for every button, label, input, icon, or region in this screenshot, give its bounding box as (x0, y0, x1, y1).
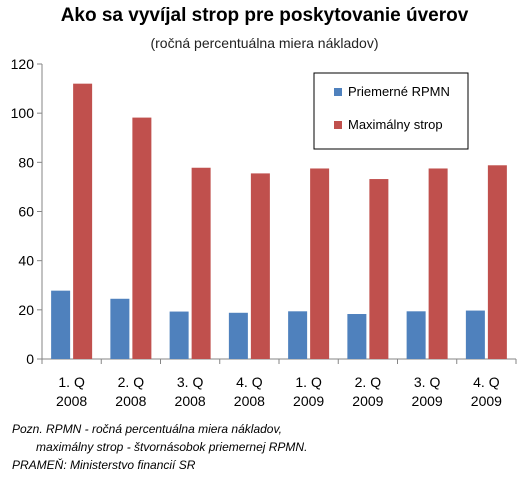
y-tick-label: 40 (18, 253, 34, 269)
bar-priemerne-rpmn (288, 311, 308, 359)
bar-priemerne-rpmn (228, 312, 248, 359)
bar-priemerne-rpmn (406, 311, 426, 359)
x-tick-label: 3. Q 2009 (412, 374, 443, 409)
bars (51, 83, 507, 360)
bar-maximalny-strop (132, 117, 152, 359)
bar-maximalny-strop (428, 168, 448, 359)
y-tick-label: 0 (26, 351, 34, 367)
chart-title: Ako sa vyvíjal strop pre poskytovanie úv… (60, 5, 469, 26)
bar-maximalny-strop (250, 173, 270, 359)
legend-swatch (334, 121, 342, 129)
x-tick-label: 2. Q 2008 (115, 374, 146, 409)
chart-subtitle: (ročná percentuálna miera nákladov) (150, 35, 379, 51)
x-axis: 1. Q 2008 2. Q 2008 3. Q 2008 4. Q 2008 1. Q 2009… (41, 358, 517, 409)
bar-maximalny-strop (310, 168, 330, 359)
bar-chart: 0 20 40 60 80 100 120 1. Q 2008 2. Q 2008 3. Q 2008… (11, 56, 517, 409)
legend-box (313, 72, 469, 150)
y-tick-label: 80 (18, 154, 34, 170)
chart-notes: Pozn. RPMN - ročná percentuálna miera ná… (12, 420, 307, 474)
bar-maximalny-strop (73, 83, 93, 360)
legend-label: Priemerné RPMN (348, 84, 450, 99)
x-tick-label: 1. Q 2008 (56, 374, 87, 409)
legend-swatch (334, 88, 342, 96)
bar-maximalny-strop (369, 179, 389, 359)
bar-priemerne-rpmn (110, 298, 130, 359)
bar-priemerne-rpmn (51, 290, 71, 359)
y-tick-label: 20 (18, 302, 34, 318)
bar-priemerne-rpmn (169, 311, 189, 359)
x-tick-label: 4. Q 2008 (234, 374, 265, 409)
legend-label: Maximálny strop (348, 117, 443, 132)
note-line-2: maximálny strop - štvornásobok priemerne… (36, 440, 308, 454)
y-tick-label: 120 (11, 56, 35, 72)
x-tick-label: 1. Q 2009 (293, 374, 324, 409)
note-line-1: Pozn. RPMN - ročná percentuálna miera ná… (12, 422, 282, 436)
bar-maximalny-strop (487, 165, 507, 359)
y-axis: 0 20 40 60 80 100 120 (11, 56, 43, 367)
legend: Priemerné RPMN Maximálny strop (313, 72, 469, 150)
bar-priemerne-rpmn (347, 314, 367, 359)
y-tick-label: 60 (18, 204, 34, 220)
source-note: PRAMEŇ: Ministerstvo financií SR (12, 458, 196, 472)
x-tick-label: 3. Q 2008 (175, 374, 206, 409)
bar-maximalny-strop (191, 167, 211, 359)
y-tick-label: 100 (11, 105, 35, 121)
x-tick-label: 4. Q 2009 (471, 374, 502, 409)
bar-priemerne-rpmn (465, 310, 485, 359)
x-tick-label: 2. Q 2009 (352, 374, 383, 409)
